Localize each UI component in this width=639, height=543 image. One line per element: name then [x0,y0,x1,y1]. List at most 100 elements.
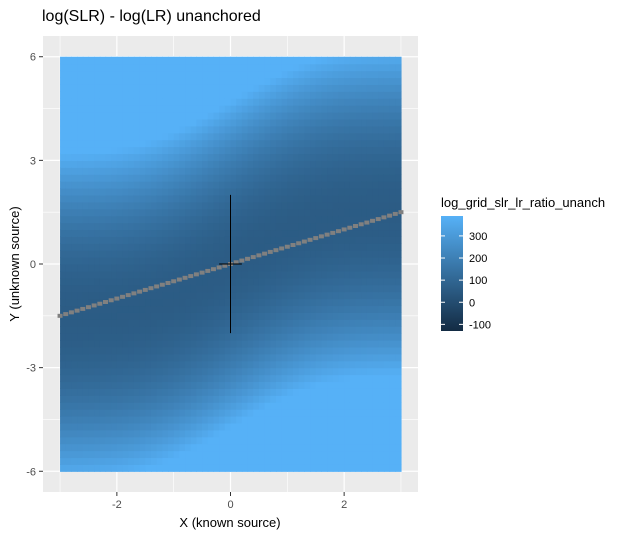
heatmap-cell [298,409,305,417]
heatmap-cell [315,312,323,320]
heatmap-cell [196,91,203,99]
heatmap-cell [213,160,220,168]
heatmap-cell [190,98,198,106]
heatmap-cell [372,84,379,92]
heatmap-cell [344,167,351,175]
heatmap-cell [389,429,396,438]
heatmap-cell [207,429,215,438]
heatmap-cell [207,118,215,127]
heatmap-cell [378,236,385,244]
heatmap-cell [338,63,345,72]
heatmap-cell [344,215,351,224]
heatmap-cell [361,112,368,120]
heatmap-cell [293,160,300,168]
heatmap-cell [179,388,186,396]
heatmap-cell [372,139,379,148]
heatmap-cell [275,291,283,300]
heatmap-cell [139,381,146,389]
heatmap-cell [332,105,340,113]
heatmap-cell [321,105,328,113]
heatmap-cell [99,333,107,341]
heatmap-cell [88,402,95,410]
heatmap-cell [372,353,379,362]
heatmap-cell [82,374,90,383]
heatmap-cell [264,409,271,417]
heatmap-cell [258,112,266,120]
heatmap-cell [253,353,260,362]
heatmap-cell [366,208,374,217]
heatmap-cell [264,305,271,313]
heatmap-cell [230,222,237,231]
heatmap-cell [185,305,192,313]
heatmap-cell [196,298,203,307]
heatmap-cell [258,250,266,258]
heatmap-cell [65,402,73,410]
heatmap-cell [321,91,328,99]
heatmap-cell [207,277,215,286]
heatmap-cell [179,132,186,141]
heatmap-cell [213,188,220,196]
heatmap-cell [139,125,146,134]
heatmap-cell [94,443,101,452]
heatmap-cell [378,402,385,410]
heatmap-cell [224,118,232,127]
heatmap-cell [213,222,220,231]
heatmap-cell [230,305,237,313]
heatmap-cell [349,167,357,175]
na-cell [273,248,279,253]
heatmap-cell [310,257,317,265]
heatmap-cell [77,429,84,438]
heatmap-cell [65,181,73,189]
heatmap-cell [281,353,288,362]
heatmap-cell [133,264,141,272]
heatmap-cell [99,291,107,300]
heatmap-cell [304,340,311,348]
heatmap-cell [71,112,78,120]
heatmap-cell [321,56,328,65]
heatmap-cell [395,181,402,189]
heatmap-cell [122,146,129,155]
heatmap-cell [128,381,135,389]
heatmap-cell [332,291,340,300]
heatmap-cell [321,194,328,203]
heatmap-cell [366,250,374,258]
heatmap-cell [77,77,84,85]
heatmap-cell [247,105,254,113]
heatmap-cell [88,139,95,148]
heatmap-cell [202,360,209,369]
heatmap-cell [287,125,294,134]
heatmap-cell [304,222,311,231]
heatmap-cell [241,291,249,300]
heatmap-cell [105,188,112,196]
heatmap-cell [77,360,84,369]
heatmap-cell [219,326,226,334]
heatmap-cell [139,215,146,224]
heatmap-cell [128,112,135,120]
heatmap-cell [60,291,67,300]
heatmap-cell [122,326,129,334]
heatmap-cell [247,388,254,396]
heatmap-cell [332,132,340,141]
heatmap-cell [327,388,334,396]
heatmap-cell [139,77,146,85]
heatmap-cell [122,250,129,258]
heatmap-cell [287,215,294,224]
heatmap-cell [361,395,368,403]
heatmap-cell [185,160,192,168]
heatmap-cell [162,153,169,161]
heatmap-cell [383,388,391,396]
heatmap-cell [65,457,73,465]
heatmap-cell [304,188,311,196]
heatmap-cell [310,139,317,148]
heatmap-cell [77,112,84,120]
heatmap-cell [88,201,95,210]
heatmap-cell [122,360,129,369]
heatmap-cell [224,125,232,134]
heatmap-cell [82,443,90,452]
heatmap-cell [366,305,374,313]
heatmap-cell [168,464,175,472]
heatmap-cell [270,98,277,106]
heatmap-cell [168,374,175,383]
heatmap-cell [247,112,254,120]
heatmap-cell [281,298,288,307]
